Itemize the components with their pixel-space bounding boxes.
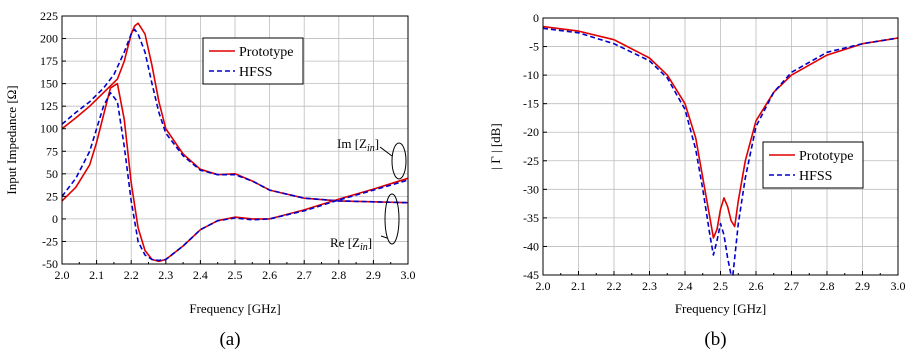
panel-a-grid (62, 16, 408, 264)
panel-b-ticks: 2.0 2.1 2.2 2.3 2.4 2.5 2.6 2.7 2.8 2.9 3.0 0 -5 -10 -… (523, 11, 906, 293)
panel-a-x-axis-label: Frequency [GHz] (189, 301, 280, 316)
x-tick-label: 2.1 (571, 279, 586, 293)
x-tick-label: 2.5 (713, 279, 728, 293)
y-tick-label: -20 (523, 125, 539, 139)
panel-a-ticks: 2.0 2.1 2.2 2.3 2.4 2.5 2.6 2.7 2.8 2.9 3.0 -50 -25 0… (40, 9, 416, 282)
x-tick-label: 2.0 (536, 279, 551, 293)
y-tick-label: 25 (46, 189, 58, 203)
re-zin-annotation: Re [Zin] (330, 235, 372, 253)
panel-a-legend-box (202, 37, 304, 85)
x-tick-label: 2.7 (297, 268, 312, 282)
re-annotation-ellipse (384, 193, 400, 245)
y-tick-label: -25 (42, 234, 58, 248)
im-annotation-ellipse (391, 142, 407, 180)
x-tick-label: 2.3 (642, 279, 657, 293)
panel-b-legend-hfss-label: HFSS (799, 169, 832, 184)
panel-a-series (61, 22, 409, 263)
panel-b-y-axis-label: | Γ | [dB] (488, 123, 503, 169)
x-tick-label: 2.2 (124, 268, 139, 282)
y-tick-label: -10 (523, 68, 539, 82)
x-tick-label: 2.9 (855, 279, 870, 293)
y-tick-label: -50 (42, 257, 58, 271)
x-tick-label: 2.8 (331, 268, 346, 282)
x-tick-label: 2.6 (262, 268, 277, 282)
panel-b-legend-box (762, 141, 864, 189)
x-tick-label: 2.6 (749, 279, 764, 293)
panel-a-sublabel: (a) (219, 329, 240, 350)
panel-b-series (542, 25, 899, 276)
panel-a-y-axis-label: Input Impedance [Ω] (4, 85, 19, 194)
x-tick-label: 2.5 (228, 268, 243, 282)
x-tick-label: 2.4 (678, 279, 693, 293)
panel-a-legend: Prototype HFSS (202, 37, 304, 85)
prototype-series-line-0 (61, 22, 409, 204)
y-tick-label: 50 (46, 167, 58, 181)
hfss-series-line-1 (61, 28, 409, 204)
x-tick-label: 2.8 (820, 279, 835, 293)
panel-a-legend-hfss-label: HFSS (239, 65, 272, 80)
im-zin-annotation: Im [Zin] (337, 136, 379, 154)
y-tick-label: 175 (40, 54, 58, 68)
panel-a-annotations: Im [Zin] Re [Zin] (330, 136, 407, 253)
x-tick-label: 3.0 (891, 279, 906, 293)
x-tick-label: 2.9 (366, 268, 381, 282)
panel-b-legend-prototype-label: Prototype (799, 149, 853, 164)
panel-a-impedance-chart: 2.0 2.1 2.2 2.3 2.4 2.5 2.6 2.7 2.8 2.9 3.0 -50 -25 0… (4, 9, 416, 350)
y-tick-label: 75 (46, 144, 58, 158)
y-tick-label: 225 (40, 9, 58, 23)
y-tick-label: 125 (40, 99, 58, 113)
y-tick-label: -45 (523, 268, 539, 282)
y-tick-label: 0 (52, 212, 58, 226)
y-tick-label: -15 (523, 97, 539, 111)
re-annotation-leader (380, 235, 388, 239)
panel-a-legend-prototype-label: Prototype (239, 45, 293, 60)
im-annotation-leader (379, 146, 393, 157)
y-tick-label: -25 (523, 154, 539, 168)
hfss-series-line-3 (61, 91, 409, 262)
panel-b-reflection-chart: 2.0 2.1 2.2 2.3 2.4 2.5 2.6 2.7 2.8 2.9 3.0 0 -5 -10 -… (488, 11, 906, 350)
y-tick-label: 100 (40, 122, 58, 136)
y-tick-label: -35 (523, 211, 539, 225)
x-tick-label: 2.1 (89, 268, 104, 282)
x-tick-label: 2.0 (55, 268, 70, 282)
y-tick-label: -30 (523, 182, 539, 196)
y-tick-label: -40 (523, 239, 539, 253)
panel-b-x-axis-label: Frequency [GHz] (675, 301, 766, 316)
y-tick-label: 150 (40, 77, 58, 91)
y-tick-label: 200 (40, 32, 58, 46)
panel-b-legend: Prototype HFSS (762, 141, 864, 189)
y-tick-label: 0 (533, 11, 539, 25)
x-tick-label: 2.7 (784, 279, 799, 293)
y-tick-label: -5 (529, 40, 539, 54)
x-tick-label: 2.2 (607, 279, 622, 293)
panel-b-sublabel: (b) (704, 329, 726, 350)
x-tick-label: 3.0 (401, 268, 416, 282)
x-tick-label: 2.4 (193, 268, 208, 282)
hfss-series-line-1 (542, 27, 899, 276)
x-tick-label: 2.3 (158, 268, 173, 282)
